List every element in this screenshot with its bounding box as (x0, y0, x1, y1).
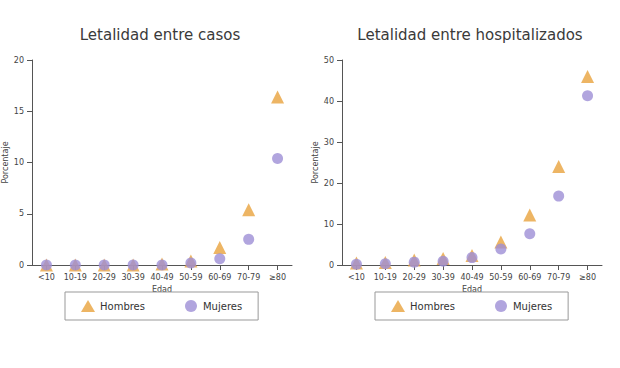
svg-text:Mujeres: Mujeres (203, 301, 242, 312)
svg-text:40-49: 40-49 (150, 273, 173, 282)
svg-text:Mujeres: Mujeres (513, 301, 552, 312)
svg-text:30: 30 (324, 138, 334, 147)
svg-text:15: 15 (14, 107, 24, 116)
svg-text:40: 40 (324, 97, 334, 106)
svg-text:Edad: Edad (151, 285, 173, 295)
svg-text:≥80: ≥80 (579, 273, 596, 282)
svg-text:<10: <10 (38, 273, 55, 282)
svg-text:0: 0 (329, 261, 334, 270)
svg-text:10: 10 (14, 158, 24, 167)
svg-text:Letalidad entre casos: Letalidad entre casos (80, 26, 241, 44)
svg-text:10-19: 10-19 (64, 273, 87, 282)
svg-text:20: 20 (14, 56, 24, 65)
svg-text:20: 20 (324, 179, 334, 188)
svg-text:50: 50 (324, 56, 334, 65)
svg-text:5: 5 (19, 209, 24, 218)
svg-text:<10: <10 (348, 273, 365, 282)
svg-text:60-69: 60-69 (518, 273, 541, 282)
svg-text:40-49: 40-49 (460, 273, 483, 282)
svg-text:30-39: 30-39 (431, 273, 454, 282)
svg-text:10-19: 10-19 (374, 273, 397, 282)
svg-text:30-39: 30-39 (121, 273, 144, 282)
svg-text:Porcentaje: Porcentaje (1, 141, 10, 183)
svg-text:70-79: 70-79 (547, 273, 570, 282)
svg-text:≥80: ≥80 (269, 273, 286, 282)
svg-text:60-69: 60-69 (208, 273, 231, 282)
svg-text:Letalidad entre hospitalizados: Letalidad entre hospitalizados (357, 26, 583, 44)
svg-text:Edad: Edad (461, 285, 483, 295)
svg-text:50-59: 50-59 (489, 273, 512, 282)
svg-text:Hombres: Hombres (410, 301, 455, 312)
svg-text:0: 0 (19, 261, 24, 270)
svg-text:Hombres: Hombres (100, 301, 145, 312)
svg-text:20-29: 20-29 (93, 273, 116, 282)
svg-text:70-79: 70-79 (237, 273, 260, 282)
svg-text:10: 10 (324, 220, 334, 229)
svg-text:Porcentaje: Porcentaje (311, 141, 320, 183)
svg-text:20-29: 20-29 (403, 273, 426, 282)
svg-text:50-59: 50-59 (179, 273, 202, 282)
